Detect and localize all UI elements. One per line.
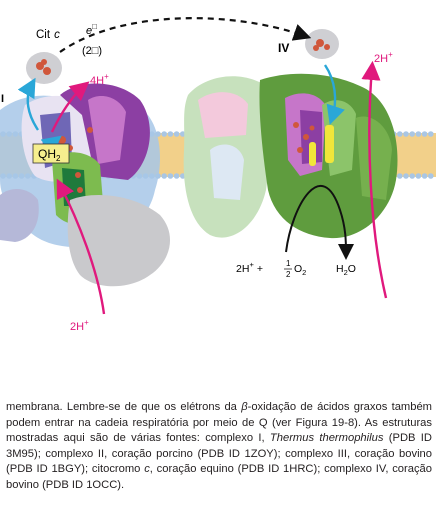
cytochrome-c-structure [26, 52, 62, 84]
svg-text:2: 2 [286, 270, 291, 279]
lipid-head [403, 173, 409, 179]
svg-text:H2O: H2O [336, 263, 356, 277]
svg-text:O2: O2 [294, 263, 306, 277]
complex-iv-label: IV [278, 41, 289, 55]
complex-iii-structure [0, 83, 171, 287]
oxygen-reduction-arrow [285, 184, 354, 260]
electron-count-label: (2□) [82, 45, 102, 57]
cytochrome-c-iv-structure [305, 29, 339, 59]
cyt-c-label: Cit c [36, 29, 60, 41]
lipid-head [173, 173, 180, 179]
lipid-head [421, 131, 428, 137]
cyt-c-to-complex-iii-arrow [17, 77, 39, 131]
lipid-head [421, 173, 428, 179]
electron-label: e□ [86, 22, 97, 37]
lipid-head [161, 131, 167, 137]
proton-pump-arrow-2h-complex-iv [361, 60, 388, 299]
lipid-head [167, 131, 174, 137]
lipid-head [397, 173, 403, 179]
complex-iv-structure [183, 73, 398, 239]
lipid-head [161, 173, 167, 179]
lipid-head [409, 131, 416, 137]
electron-transfer-arrow [59, 17, 312, 53]
proton-2h-bottom-label: 2H+ [70, 318, 89, 333]
proton-2h-top-label: 2H+ [374, 50, 393, 65]
cyt-c-to-complex-iv-arrow [323, 64, 345, 125]
complex-i-label: I [1, 93, 4, 105]
svg-text:2H++: 2H+ + [236, 260, 263, 275]
svg-text:1: 1 [286, 259, 291, 268]
respiratory-chain-diagram: QH2 I IV Cit c e□ (2□) 4H+ 2H+ 2H+ 2H+ + 1… [0, 17, 436, 333]
lipid-head [409, 173, 416, 179]
proton-pump-arrow-2h-bottom [56, 178, 106, 315]
qh2-box [32, 143, 70, 164]
proton-pump-arrow-4h [50, 81, 90, 133]
oxygen-reduction-reaction: 2H+ + 1 2 O2 H2O [236, 259, 356, 279]
lipid-head [428, 131, 434, 137]
lipid-head [428, 173, 434, 179]
proton-4h-label: 4H+ [90, 72, 109, 87]
lipid-head [415, 131, 422, 137]
lipid-head [403, 131, 409, 137]
lipid-head [415, 173, 422, 179]
lipid-head [167, 173, 174, 179]
figure-caption: membrana. Lembre-se de que os elétrons d… [6, 401, 432, 491]
qh2-label: QH2 [38, 147, 61, 163]
lipid-head [173, 131, 180, 137]
lipid-head [397, 131, 403, 137]
